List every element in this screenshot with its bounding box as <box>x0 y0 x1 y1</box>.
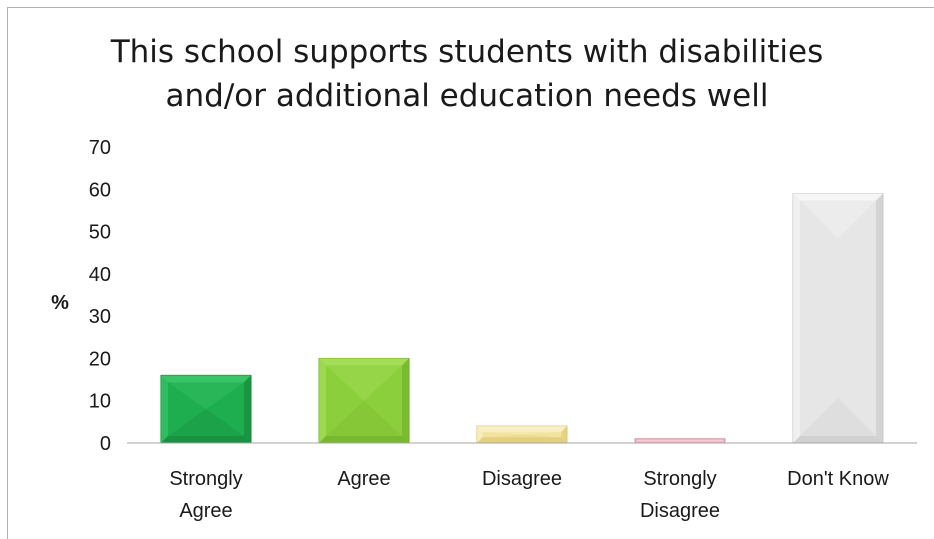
x-category-label-line: Strongly <box>643 468 716 490</box>
bar <box>318 357 410 444</box>
bar-bevel-bottom <box>161 436 251 443</box>
frame-border-top <box>7 7 934 8</box>
y-tick-label: 70 <box>89 137 111 159</box>
x-category-label: Agree <box>337 468 390 490</box>
bar-bevel-right <box>561 426 567 443</box>
y-axis-ticks: 0 10 20 30 40 50 60 70 <box>89 137 111 455</box>
y-axis-label: % <box>51 292 69 314</box>
x-category-label: Don't Know <box>787 468 889 490</box>
bar-bevel-right <box>876 193 883 443</box>
bars <box>160 193 884 444</box>
bar-facet <box>482 431 562 435</box>
bar <box>476 425 568 444</box>
bar-body <box>634 438 726 444</box>
bar-bevel-top <box>477 426 567 432</box>
chart-title: This school supports students with disab… <box>0 30 934 118</box>
bar-bevel-top <box>793 193 883 201</box>
bar-bevel-bottom <box>319 436 409 443</box>
x-category-label: Strongly Disagree <box>640 468 720 522</box>
bar-bevel-left <box>793 193 800 443</box>
y-tick-label: 40 <box>89 264 111 286</box>
x-category-label-line: Disagree <box>482 468 562 490</box>
x-category-label: Disagree <box>482 468 562 490</box>
chart-title-line-1: This school supports students with disab… <box>110 34 824 70</box>
bar-facet <box>800 200 876 239</box>
bar-bevel-bottom <box>793 436 883 443</box>
bar-facet <box>168 382 244 410</box>
bar-body <box>318 357 410 444</box>
bar-bevel-bottom <box>477 437 567 443</box>
bar-facet <box>326 400 402 436</box>
x-category-label-line: Strongly <box>169 468 242 490</box>
chart-title-line-2: and/or additional education needs well <box>165 78 769 114</box>
bar-bevel-left <box>319 358 326 443</box>
bar-bevel-top <box>161 375 251 383</box>
bar-body <box>792 193 884 444</box>
y-tick-label: 50 <box>89 222 111 244</box>
y-tick-label: 0 <box>100 433 111 455</box>
bar-bevel-right <box>244 375 251 443</box>
y-tick-label: 10 <box>89 391 111 413</box>
bar-bevel-left <box>161 375 168 443</box>
bar-bevel-top <box>319 358 409 366</box>
bar <box>634 438 726 444</box>
bar-facet <box>168 409 244 436</box>
x-category-label: Strongly Agree <box>169 468 242 522</box>
category-labels: Strongly Agree Agree Disagree Strongly Disagr… <box>169 468 889 522</box>
frame-border-left <box>7 7 8 539</box>
y-tick-label: 20 <box>89 348 111 370</box>
bar <box>160 374 252 444</box>
y-tick-label: 60 <box>89 179 111 201</box>
x-category-label-line: Don't Know <box>787 468 889 490</box>
bar-facet <box>326 365 402 401</box>
bar-facet <box>800 398 876 436</box>
bar-bevel-right <box>402 358 409 443</box>
bar <box>792 193 884 444</box>
x-category-label-line: Agree <box>179 500 232 522</box>
y-tick-label: 30 <box>89 306 111 328</box>
bar-facet <box>482 434 562 438</box>
x-category-label-line: Agree <box>337 468 390 490</box>
x-category-label-line: Disagree <box>640 500 720 522</box>
